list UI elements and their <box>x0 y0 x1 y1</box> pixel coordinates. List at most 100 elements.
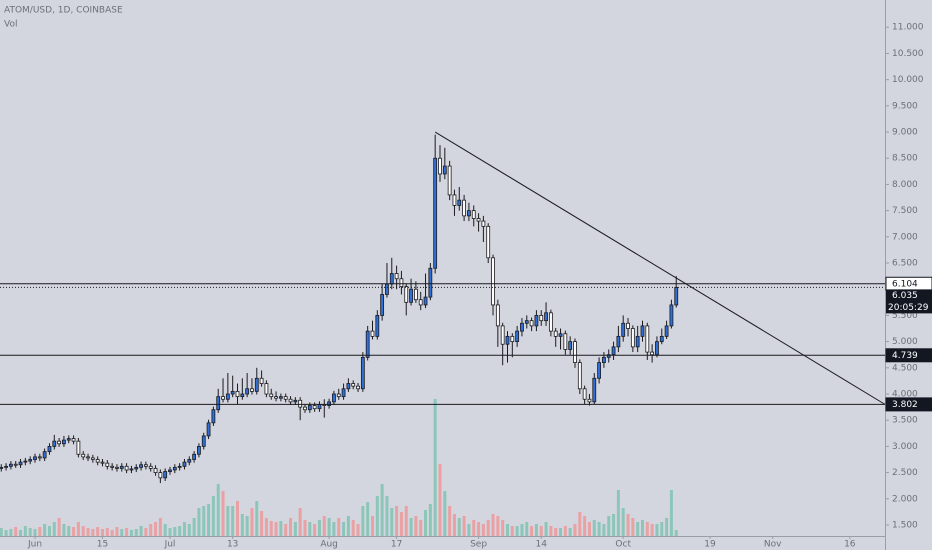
y-tick-label: 8.000 <box>892 180 918 190</box>
candle-body <box>230 390 235 395</box>
candle-body <box>206 422 211 437</box>
candle-body <box>81 453 86 458</box>
volume-bar <box>534 524 538 536</box>
volume-bar <box>587 522 591 536</box>
volume-bar <box>366 502 370 536</box>
candle-body <box>621 322 626 337</box>
volume-bar <box>81 526 85 536</box>
volume-bar <box>236 501 239 536</box>
candle-body <box>197 446 201 455</box>
volume-bar <box>298 508 302 536</box>
candle-body <box>650 351 655 356</box>
volume-bar <box>62 524 66 536</box>
candle-body <box>626 322 630 329</box>
y-tick-label: 9.000 <box>892 128 918 138</box>
volume-bar <box>602 524 606 536</box>
volume-bar <box>612 514 616 536</box>
candle-body <box>413 288 418 301</box>
volume-bar <box>101 529 104 536</box>
volume-bar <box>139 526 143 536</box>
candle-body <box>100 461 105 464</box>
candle-body <box>645 325 650 353</box>
candle-body <box>510 335 515 343</box>
candle-body <box>655 341 659 356</box>
volume-bar <box>414 516 418 536</box>
candle-body <box>573 341 577 363</box>
x-tick-label: 17 <box>391 540 402 550</box>
candle-body <box>168 469 172 472</box>
candle-body <box>423 296 428 306</box>
volume-bar <box>337 518 341 536</box>
candle-body <box>293 399 298 403</box>
volume-label: Vol <box>4 20 17 30</box>
candle-body <box>351 383 356 387</box>
candle-body <box>515 330 520 343</box>
volume-bar <box>260 511 264 536</box>
candle-body <box>602 356 606 363</box>
volume-bar <box>342 522 346 536</box>
candle-body <box>616 335 621 348</box>
volume-bar <box>52 522 56 536</box>
volume-bar <box>0 528 3 536</box>
volume-bar <box>607 516 611 536</box>
volume-bar <box>269 521 273 536</box>
volume-bar <box>144 528 148 536</box>
candle-body <box>172 466 177 471</box>
x-tick-label: Aug <box>320 540 338 550</box>
x-tick-label: Oct <box>615 540 631 550</box>
candle-body <box>394 273 399 280</box>
candle-body <box>486 225 491 259</box>
volume-bar <box>568 528 572 536</box>
candle-body <box>182 461 187 467</box>
trendline <box>434 131 886 405</box>
volume-bar <box>216 484 220 536</box>
volume-bar <box>510 526 514 536</box>
volume-bar <box>660 522 664 536</box>
volume-bar <box>621 508 625 536</box>
candle-body <box>442 165 447 175</box>
candle-body <box>404 286 409 303</box>
volume-bar <box>14 527 18 536</box>
candle-body <box>481 220 486 227</box>
y-tick-label: 4.500 <box>892 363 918 373</box>
candle-body <box>428 267 433 298</box>
volume-bar <box>361 506 365 536</box>
volume-bar <box>197 508 201 536</box>
y-tick-label: 5.000 <box>892 337 918 347</box>
volume-bar <box>428 504 432 536</box>
candle-body <box>303 406 307 411</box>
y-tick-label: 2.500 <box>892 468 918 478</box>
volume-bar <box>390 508 394 536</box>
candle-body <box>467 210 471 217</box>
candle-body <box>143 464 148 467</box>
candle-body <box>659 335 664 343</box>
y-tick-label: 11.000 <box>892 23 924 33</box>
candle-body <box>52 440 57 447</box>
candle-body <box>134 466 139 470</box>
level-label: 6.104 <box>892 279 918 289</box>
volume-bar <box>163 524 167 536</box>
candle-body <box>664 325 669 337</box>
volume-bar <box>279 521 283 536</box>
candle-body <box>307 405 312 411</box>
volume-bar <box>419 520 423 536</box>
volume-bar <box>91 529 95 536</box>
volume-bar <box>289 518 293 536</box>
y-tick-label: 4.000 <box>892 390 918 400</box>
volume-bar <box>43 524 47 536</box>
candle-body <box>274 396 278 399</box>
y-tick-label: 10.000 <box>892 75 924 85</box>
candle-body <box>18 461 23 466</box>
volume-bar <box>308 522 312 536</box>
volume-bar <box>9 529 13 536</box>
x-tick-label: Sep <box>470 540 487 550</box>
volume-bar <box>631 518 635 536</box>
y-tick-label: 10.500 <box>892 49 924 59</box>
candle-body <box>336 393 341 398</box>
y-tick-label: 1.500 <box>892 520 918 530</box>
countdown-label: 20:05:29 <box>888 303 929 313</box>
volume-bar <box>665 518 669 536</box>
candle-body <box>365 330 370 358</box>
volume-bar <box>645 522 649 536</box>
